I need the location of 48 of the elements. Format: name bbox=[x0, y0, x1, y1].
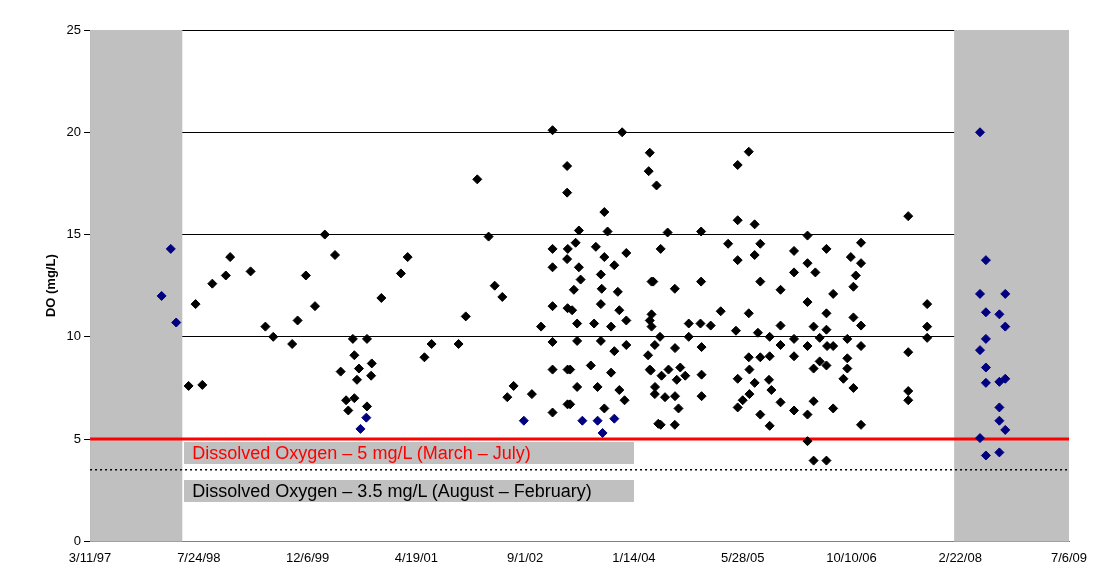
point bbox=[994, 309, 1005, 320]
point bbox=[361, 412, 372, 423]
point bbox=[975, 433, 986, 444]
point bbox=[994, 402, 1005, 413]
x-tick-label: 4/19/01 bbox=[394, 549, 439, 565]
point bbox=[975, 345, 986, 356]
x-tick-label: 10/10/06 bbox=[826, 549, 877, 565]
point bbox=[980, 450, 991, 461]
point bbox=[980, 307, 991, 318]
point bbox=[1000, 288, 1011, 299]
x-tick-label: 7/24/98 bbox=[177, 549, 221, 565]
point bbox=[577, 415, 588, 426]
point bbox=[156, 290, 167, 301]
y-tick-label: 25 bbox=[66, 21, 82, 37]
x-tick-label: 12/6/99 bbox=[285, 549, 330, 565]
point bbox=[171, 317, 182, 328]
y-tick-label: 0 bbox=[73, 532, 82, 548]
point bbox=[980, 255, 991, 266]
point bbox=[592, 415, 603, 426]
point bbox=[1000, 424, 1011, 435]
point bbox=[994, 376, 1005, 387]
x-tick-label: 7/6/09 bbox=[1050, 549, 1088, 565]
x-tick-label: 3/11/97 bbox=[68, 549, 112, 565]
point bbox=[994, 415, 1005, 426]
point bbox=[165, 243, 176, 254]
y-tick-label: 15 bbox=[66, 226, 82, 242]
point bbox=[975, 288, 986, 299]
point bbox=[1000, 321, 1011, 332]
label-box: Dissolved Oxygen – 3.5 mg/L (August – February) bbox=[184, 479, 635, 502]
x-tick-label: 2/22/08 bbox=[938, 549, 982, 565]
point bbox=[980, 377, 991, 388]
point bbox=[609, 413, 620, 424]
point bbox=[980, 333, 991, 344]
y-tick-label: 20 bbox=[66, 123, 82, 139]
point bbox=[994, 447, 1005, 458]
x-tick-label: 5/28/05 bbox=[721, 549, 765, 565]
point bbox=[1000, 373, 1011, 384]
point bbox=[975, 127, 986, 138]
y-axis-title: DO (mg/L) bbox=[43, 254, 59, 318]
label-box: Dissolved Oxygen – 5 mg/L (March – July) bbox=[184, 442, 635, 465]
y-tick-label: 5 bbox=[73, 430, 82, 446]
point bbox=[518, 415, 529, 426]
x-tick-label: 1/14/04 bbox=[612, 549, 656, 565]
point bbox=[355, 423, 366, 434]
point bbox=[980, 362, 991, 373]
x-tick-label: 9/1/02 bbox=[507, 549, 544, 565]
y-tick-label: 10 bbox=[66, 328, 82, 344]
point bbox=[597, 427, 608, 438]
